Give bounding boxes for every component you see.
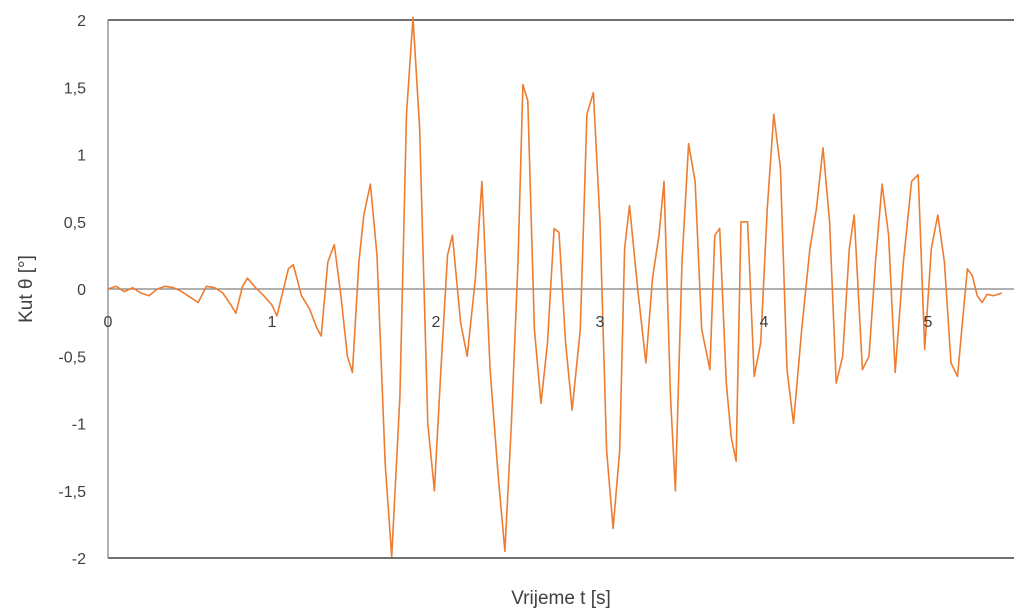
x-tick-label: 0	[104, 314, 113, 331]
series-group	[107, 16, 1003, 558]
x-tick-label: 3	[596, 314, 605, 331]
x-tick-labels: 0 1 2 3 4 5	[104, 314, 933, 331]
y-tick-label: 0,5	[64, 215, 86, 232]
x-axis-title: Vrijeme t [s]	[511, 588, 611, 609]
series-line	[107, 16, 1003, 558]
y-tick-labels: 2 1,5 1 0,5 0 -0,5 -1 -1,5 -2	[58, 13, 86, 568]
x-tick-label: 1	[268, 314, 277, 331]
y-tick-label: 1	[77, 148, 86, 165]
y-axis-title: Kut θ [°]	[16, 255, 37, 323]
x-tick-label: 2	[432, 314, 441, 331]
x-tick-label: 4	[760, 314, 769, 331]
y-tick-label: -0,5	[58, 349, 86, 366]
y-tick-label: 0	[77, 282, 86, 299]
y-tick-label: -1	[72, 417, 86, 434]
x-tick-label: 5	[924, 314, 933, 331]
y-tick-label: -2	[72, 551, 86, 568]
y-tick-label: -1,5	[58, 484, 86, 501]
y-tick-label: 1,5	[64, 80, 86, 97]
y-tick-label: 2	[77, 13, 86, 30]
plot-area	[107, 16, 1014, 559]
